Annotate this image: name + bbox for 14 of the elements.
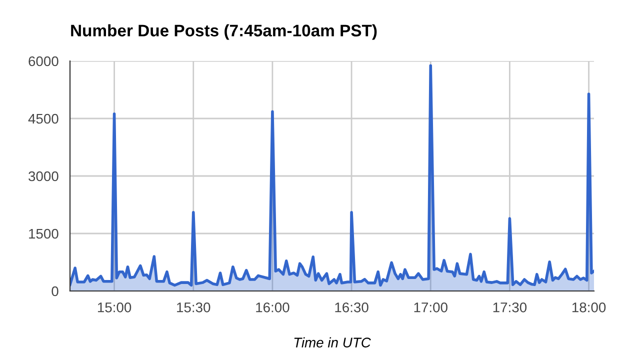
y-tick-label: 3000: [28, 171, 58, 182]
chart-title: Number Due Posts (7:45am-10am PST): [71, 24, 377, 40]
x-tick-label: 18:00: [572, 302, 606, 312]
y-tick-label: 4500: [28, 114, 58, 124]
x-tick-label: 17:30: [493, 302, 527, 312]
x-tick-label: 16:30: [335, 302, 368, 312]
y-tick-label: 0: [52, 286, 58, 296]
x-tick-label: 15:00: [98, 302, 132, 312]
y-tick-label: 6000: [28, 56, 58, 66]
x-tick-label: 16:00: [256, 302, 290, 312]
x-tick-label: 15:30: [177, 302, 210, 312]
y-tick-label: 1500: [29, 228, 58, 239]
x-tick-label: 17:00: [414, 302, 448, 312]
x-axis-title: Time in UTC: [294, 337, 371, 348]
